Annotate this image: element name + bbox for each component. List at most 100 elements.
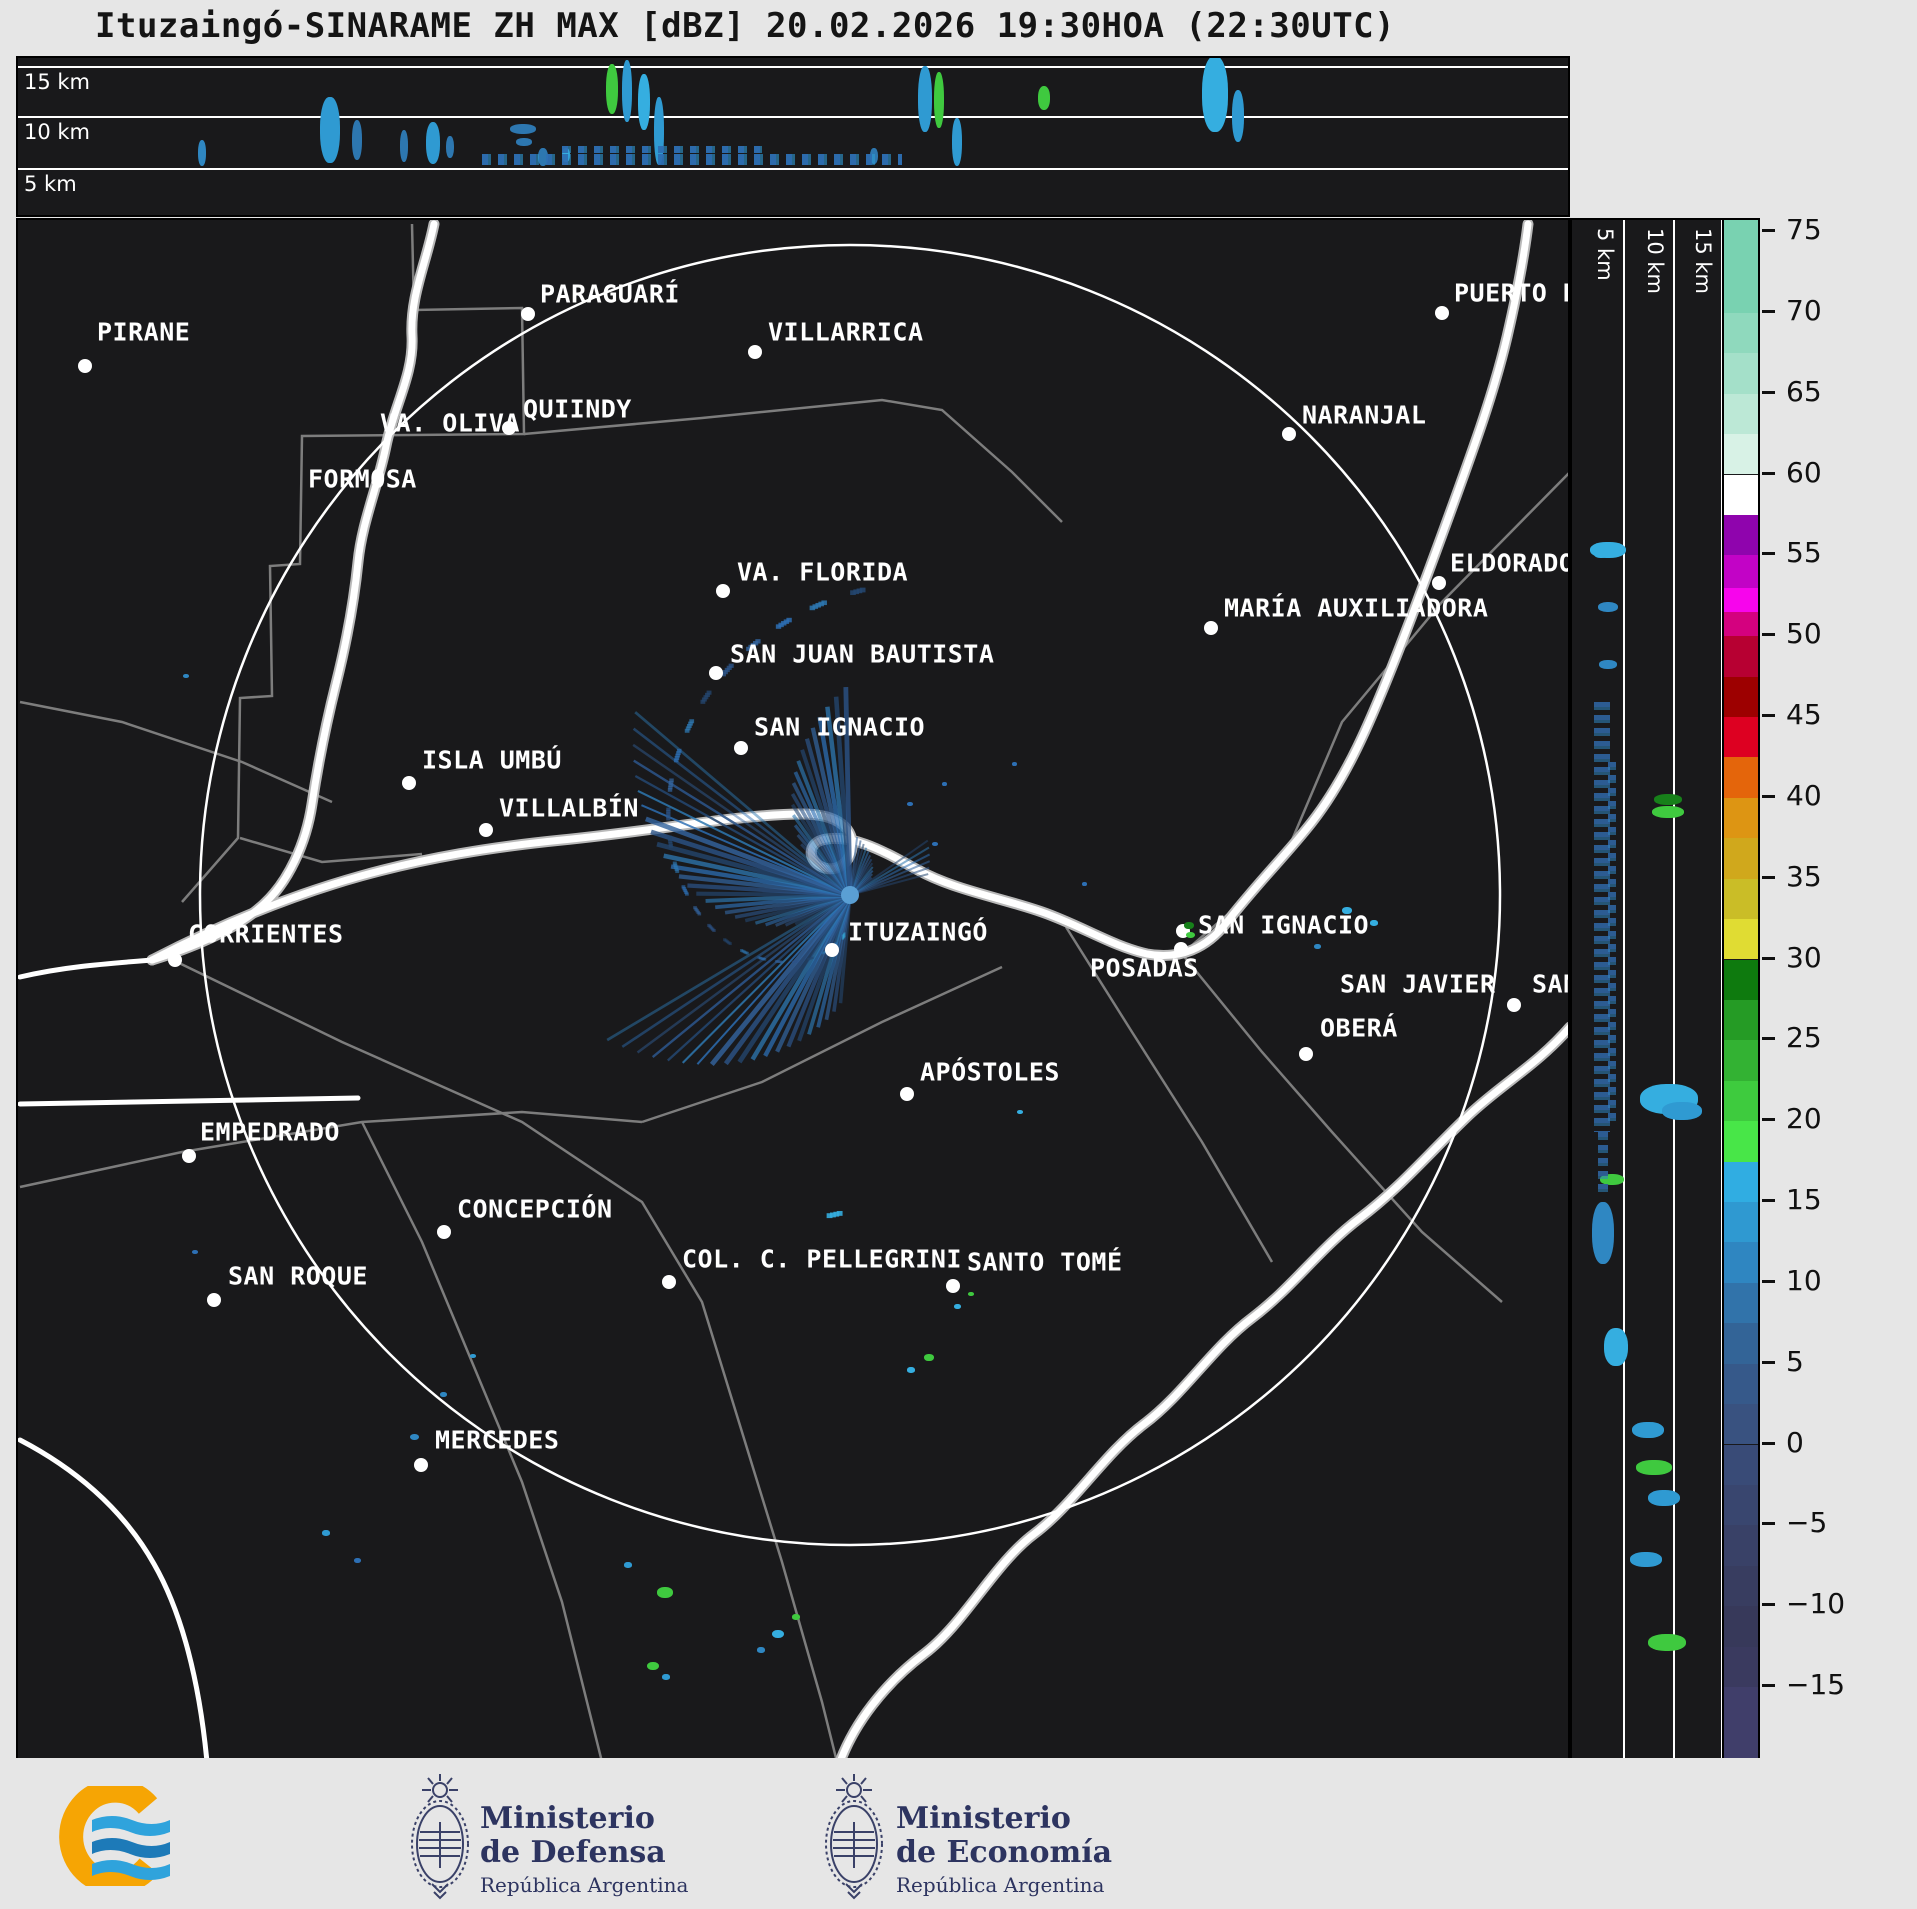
colorbar-tick-label: 60 <box>1786 455 1822 489</box>
colorbar-segment <box>1724 611 1758 637</box>
colorbar-segment <box>1724 757 1758 798</box>
colorbar-tick-label: 20 <box>1786 1101 1822 1135</box>
city-label: QUIINDY <box>523 394 632 424</box>
city-dot <box>78 359 92 373</box>
colorbar-segment <box>1724 353 1758 394</box>
colorbar-segment <box>1724 1202 1758 1243</box>
echo-speckle <box>1314 944 1321 949</box>
height-gridline-label: 15 km <box>24 70 91 94</box>
echo-blob <box>1594 550 1608 558</box>
city-dot <box>1435 306 1449 320</box>
echo-speckle <box>410 1434 419 1441</box>
city-label: NARANJAL <box>1302 400 1427 430</box>
echo-speckle <box>322 1530 330 1536</box>
echo-speckle <box>907 802 913 807</box>
colorbar-tick-label: 35 <box>1786 859 1822 893</box>
height-gridline-label: 10 km <box>24 120 91 144</box>
echo-streak <box>1608 762 1616 1122</box>
echo-blob <box>606 64 618 114</box>
height-gridline <box>1721 220 1722 1758</box>
colorbar-tick <box>1762 1118 1775 1122</box>
colorbar-tick <box>1762 1037 1775 1041</box>
echo-speckle <box>657 1587 673 1599</box>
echo-speckle <box>354 1558 361 1563</box>
colorbar-segment <box>1724 797 1758 839</box>
colorbar-segment <box>1724 1363 1758 1405</box>
colorbar-segment <box>1724 878 1758 920</box>
echo-blob <box>1654 794 1682 805</box>
colorbar-tick <box>1762 552 1775 556</box>
map-vector-layer <box>18 220 1568 1758</box>
colorbar-tick <box>1762 1360 1775 1364</box>
city-dot <box>479 823 493 837</box>
city-label: ELDORADO <box>1450 548 1570 578</box>
radar-echo-starburst <box>606 587 931 1219</box>
city-dot <box>748 345 762 359</box>
right-height-cross-section-panel: 5 km 10 km 15 km <box>1570 218 1724 1760</box>
colorbar-segment <box>1724 1565 1758 1607</box>
city-label: PUERTO RICO <box>1454 278 1568 308</box>
colorbar-segment <box>1724 434 1758 475</box>
colorbar-segment <box>1724 1323 1758 1364</box>
echo-blob <box>516 138 532 146</box>
city-label: CONCEPCIÓN <box>457 1194 613 1224</box>
echo-blob <box>1202 58 1228 132</box>
colorbar-segment <box>1724 676 1758 717</box>
echo-speckle <box>932 842 938 847</box>
defensa-line-1: Ministerio <box>480 1801 655 1836</box>
city-dot <box>662 1275 676 1289</box>
colorbar-segment <box>1724 1404 1758 1445</box>
echo-blob <box>654 97 664 165</box>
height-gridline <box>18 168 1568 170</box>
colorbar-tick <box>1762 309 1775 313</box>
city-label: COL. C. PELLEGRINI <box>682 1244 962 1274</box>
echo-speckle <box>183 674 189 679</box>
colorbar-segment <box>1724 514 1758 556</box>
defensa-line-2: de Defensa <box>480 1835 666 1870</box>
city-label: MARÍA AUXILIADORA <box>1224 593 1489 623</box>
echo-blob <box>1599 660 1617 669</box>
defensa-line-3: República Argentina <box>480 1873 689 1897</box>
page-title: Ituzaingó-SINARAME ZH MAX [dBZ] 20.02.20… <box>95 6 1396 46</box>
colorbar-tick-label: 15 <box>1786 1182 1822 1216</box>
echo-speckle <box>1342 907 1352 914</box>
colorbar-tick-label: 30 <box>1786 940 1822 974</box>
city-dot <box>1174 942 1188 956</box>
city-label: SAN IGNACIO <box>1198 910 1370 940</box>
colorbar-segment <box>1724 555 1758 588</box>
height-gridline <box>1623 220 1625 1758</box>
colorbar-tick <box>1762 1684 1775 1687</box>
city-label: VA. FLORIDA <box>737 557 909 587</box>
colorbar-tick <box>1762 633 1775 637</box>
city-dot <box>900 1087 914 1101</box>
colorbar-tick <box>1762 875 1775 879</box>
colorbar-segment <box>1724 1606 1758 1647</box>
echo-blob <box>952 118 962 166</box>
colorbar-tick-label: 45 <box>1786 697 1822 731</box>
city-label: SAN IGNACIO <box>754 712 926 742</box>
city-label: VA. OLIVA <box>380 408 520 438</box>
colorbar-segment <box>1724 1525 1758 1566</box>
colorbar-tick-label: 25 <box>1786 1021 1822 1055</box>
colorbar-segment <box>1724 1282 1758 1324</box>
echo-speckle <box>924 1354 934 1361</box>
colorbar-tick-label: −10 <box>1786 1586 1846 1620</box>
radar-site-core <box>841 886 859 904</box>
echo-speckle <box>772 1630 784 1639</box>
colorbar-tick-label: 55 <box>1786 536 1822 570</box>
colorbar-segment <box>1724 959 1758 1000</box>
echo-blob <box>1648 1490 1680 1506</box>
city-label: SAN ROQUE <box>228 1261 368 1291</box>
economia-line-2: de Economía <box>896 1835 1113 1870</box>
ground-clutter-band <box>562 146 762 153</box>
colorbar-segment <box>1724 636 1758 677</box>
colorbar-tick <box>1762 1522 1775 1526</box>
echo-blob <box>320 97 340 163</box>
map-panel: Avisos Meteorológicos a Muy Corto Plazo … <box>16 218 1570 1760</box>
colorbar-segment <box>1724 1040 1758 1081</box>
colorbar-segment <box>1724 1646 1758 1687</box>
echo-blob <box>352 120 362 160</box>
city-label: SAN <box>1532 969 1568 999</box>
echo-speckle <box>942 782 947 786</box>
echo-blob <box>1038 86 1050 110</box>
